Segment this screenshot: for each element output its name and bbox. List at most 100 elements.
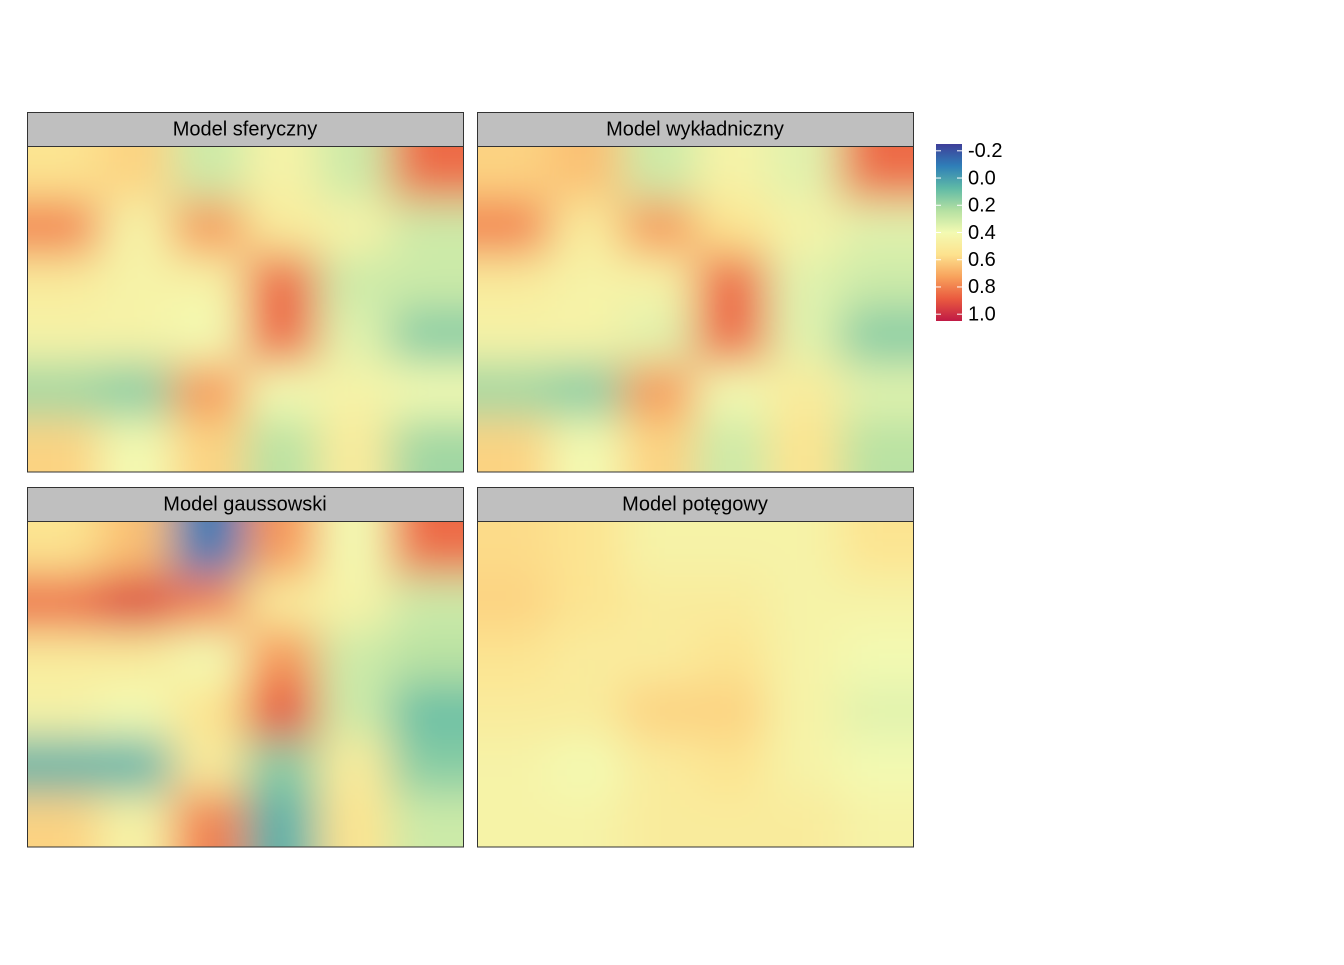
heatmap-cell xyxy=(317,629,392,685)
heatmap-cell xyxy=(549,521,624,577)
heatmap-cell xyxy=(695,146,769,202)
heatmap-cell xyxy=(27,575,101,631)
heatmap-cell xyxy=(477,200,551,256)
heatmap-cell xyxy=(767,792,842,847)
heatmap-cell xyxy=(390,146,463,202)
heatmap-cell xyxy=(767,146,842,202)
heatmap-cell xyxy=(840,146,913,202)
heatmap-cell xyxy=(695,792,769,847)
heatmap-cell xyxy=(549,738,624,794)
heatmap-cell xyxy=(549,792,624,847)
heatmap-cell xyxy=(840,629,913,685)
heatmap-cell xyxy=(767,629,842,685)
heatmap-cell xyxy=(172,363,246,419)
heatmap-cell xyxy=(27,254,101,310)
heatmap-cell xyxy=(695,417,769,472)
heatmap-cell xyxy=(767,575,842,631)
heatmap-cell xyxy=(390,417,463,472)
heatmap-cell xyxy=(245,309,319,365)
heatmap-cell xyxy=(172,309,246,365)
heatmap-cell xyxy=(172,792,246,847)
heatmap-cell xyxy=(477,684,551,740)
heatmap-cell xyxy=(99,146,174,202)
heatmap-cell xyxy=(245,363,319,419)
heatmap-cell xyxy=(390,575,463,631)
heatmap-cell xyxy=(549,629,624,685)
heatmap-cell xyxy=(549,417,624,472)
heatmap-cell xyxy=(172,521,246,577)
heatmap-cell xyxy=(477,792,551,847)
heatmap-cell xyxy=(840,363,913,419)
heatmap-cell xyxy=(27,684,101,740)
heatmap-cell xyxy=(172,417,246,472)
heatmap-cell xyxy=(317,575,392,631)
heatmap-cell xyxy=(477,417,551,472)
heatmap-cell xyxy=(767,738,842,794)
heatmap-cell xyxy=(317,363,392,419)
heatmap-cell xyxy=(390,363,463,419)
heatmap-cell xyxy=(840,575,913,631)
heatmap-cell xyxy=(767,254,842,310)
heatmap-cell xyxy=(840,200,913,256)
heatmap-cell xyxy=(549,363,624,419)
heatmap-cell xyxy=(27,200,101,256)
heatmap-cell xyxy=(245,254,319,310)
heatmap-cell xyxy=(840,521,913,577)
heatmap-cell xyxy=(99,309,174,365)
heatmap-cell xyxy=(549,254,624,310)
heatmap-cell xyxy=(99,684,174,740)
heatmap-cell xyxy=(317,417,392,472)
heatmap-cell xyxy=(245,629,319,685)
colorbar-label: 0.2 xyxy=(968,195,996,217)
heatmap-cell xyxy=(390,684,463,740)
heatmap-cell xyxy=(767,521,842,577)
heatmap-cell xyxy=(27,146,101,202)
heatmap-cell xyxy=(390,309,463,365)
heatmap-cell xyxy=(245,792,319,847)
heatmap-cell xyxy=(99,417,174,472)
heatmap-cell xyxy=(172,575,246,631)
panel-title: Model wykładniczny xyxy=(606,118,784,140)
heatmap-cell xyxy=(99,738,174,794)
panel-title: Model gaussowski xyxy=(163,493,326,515)
heatmap-cell xyxy=(622,146,696,202)
heatmap-cell xyxy=(622,254,696,310)
heatmap-panel xyxy=(27,146,463,472)
strip xyxy=(477,487,914,522)
heatmap-cell xyxy=(317,738,392,794)
heatmap-cell xyxy=(622,684,696,740)
heatmap-cell xyxy=(477,575,551,631)
heatmap-cell xyxy=(477,146,551,202)
heatmap-cell xyxy=(477,629,551,685)
heatmap-cell xyxy=(477,254,551,310)
heatmap-cell xyxy=(317,254,392,310)
heatmap-cell xyxy=(767,309,842,365)
heatmap-cell xyxy=(695,200,769,256)
colorbar-label: 0.8 xyxy=(968,276,996,298)
heatmap-cell xyxy=(840,684,913,740)
heatmap-cell xyxy=(317,146,392,202)
heatmap-cell xyxy=(245,417,319,472)
heatmap-cell xyxy=(27,363,101,419)
heatmap-cell xyxy=(27,792,101,847)
heatmap-cell xyxy=(245,738,319,794)
heatmap-cell xyxy=(245,575,319,631)
heatmap-cell xyxy=(172,146,246,202)
heatmap-cell xyxy=(695,629,769,685)
heatmap-cell xyxy=(622,309,696,365)
heatmap-cell xyxy=(317,792,392,847)
heatmap-cell xyxy=(695,309,769,365)
heatmap-panel xyxy=(477,521,913,847)
heatmap-cell xyxy=(622,200,696,256)
heatmap-cell xyxy=(695,684,769,740)
heatmap-cell xyxy=(27,417,101,472)
heatmap-cell xyxy=(622,792,696,847)
heatmap-cell xyxy=(695,254,769,310)
heatmap-cell xyxy=(245,684,319,740)
heatmap-cell xyxy=(99,575,174,631)
heatmap-cell xyxy=(27,521,101,577)
heatmap-cell xyxy=(27,309,101,365)
heatmap-cell xyxy=(767,417,842,472)
heatmap-cell xyxy=(840,309,913,365)
